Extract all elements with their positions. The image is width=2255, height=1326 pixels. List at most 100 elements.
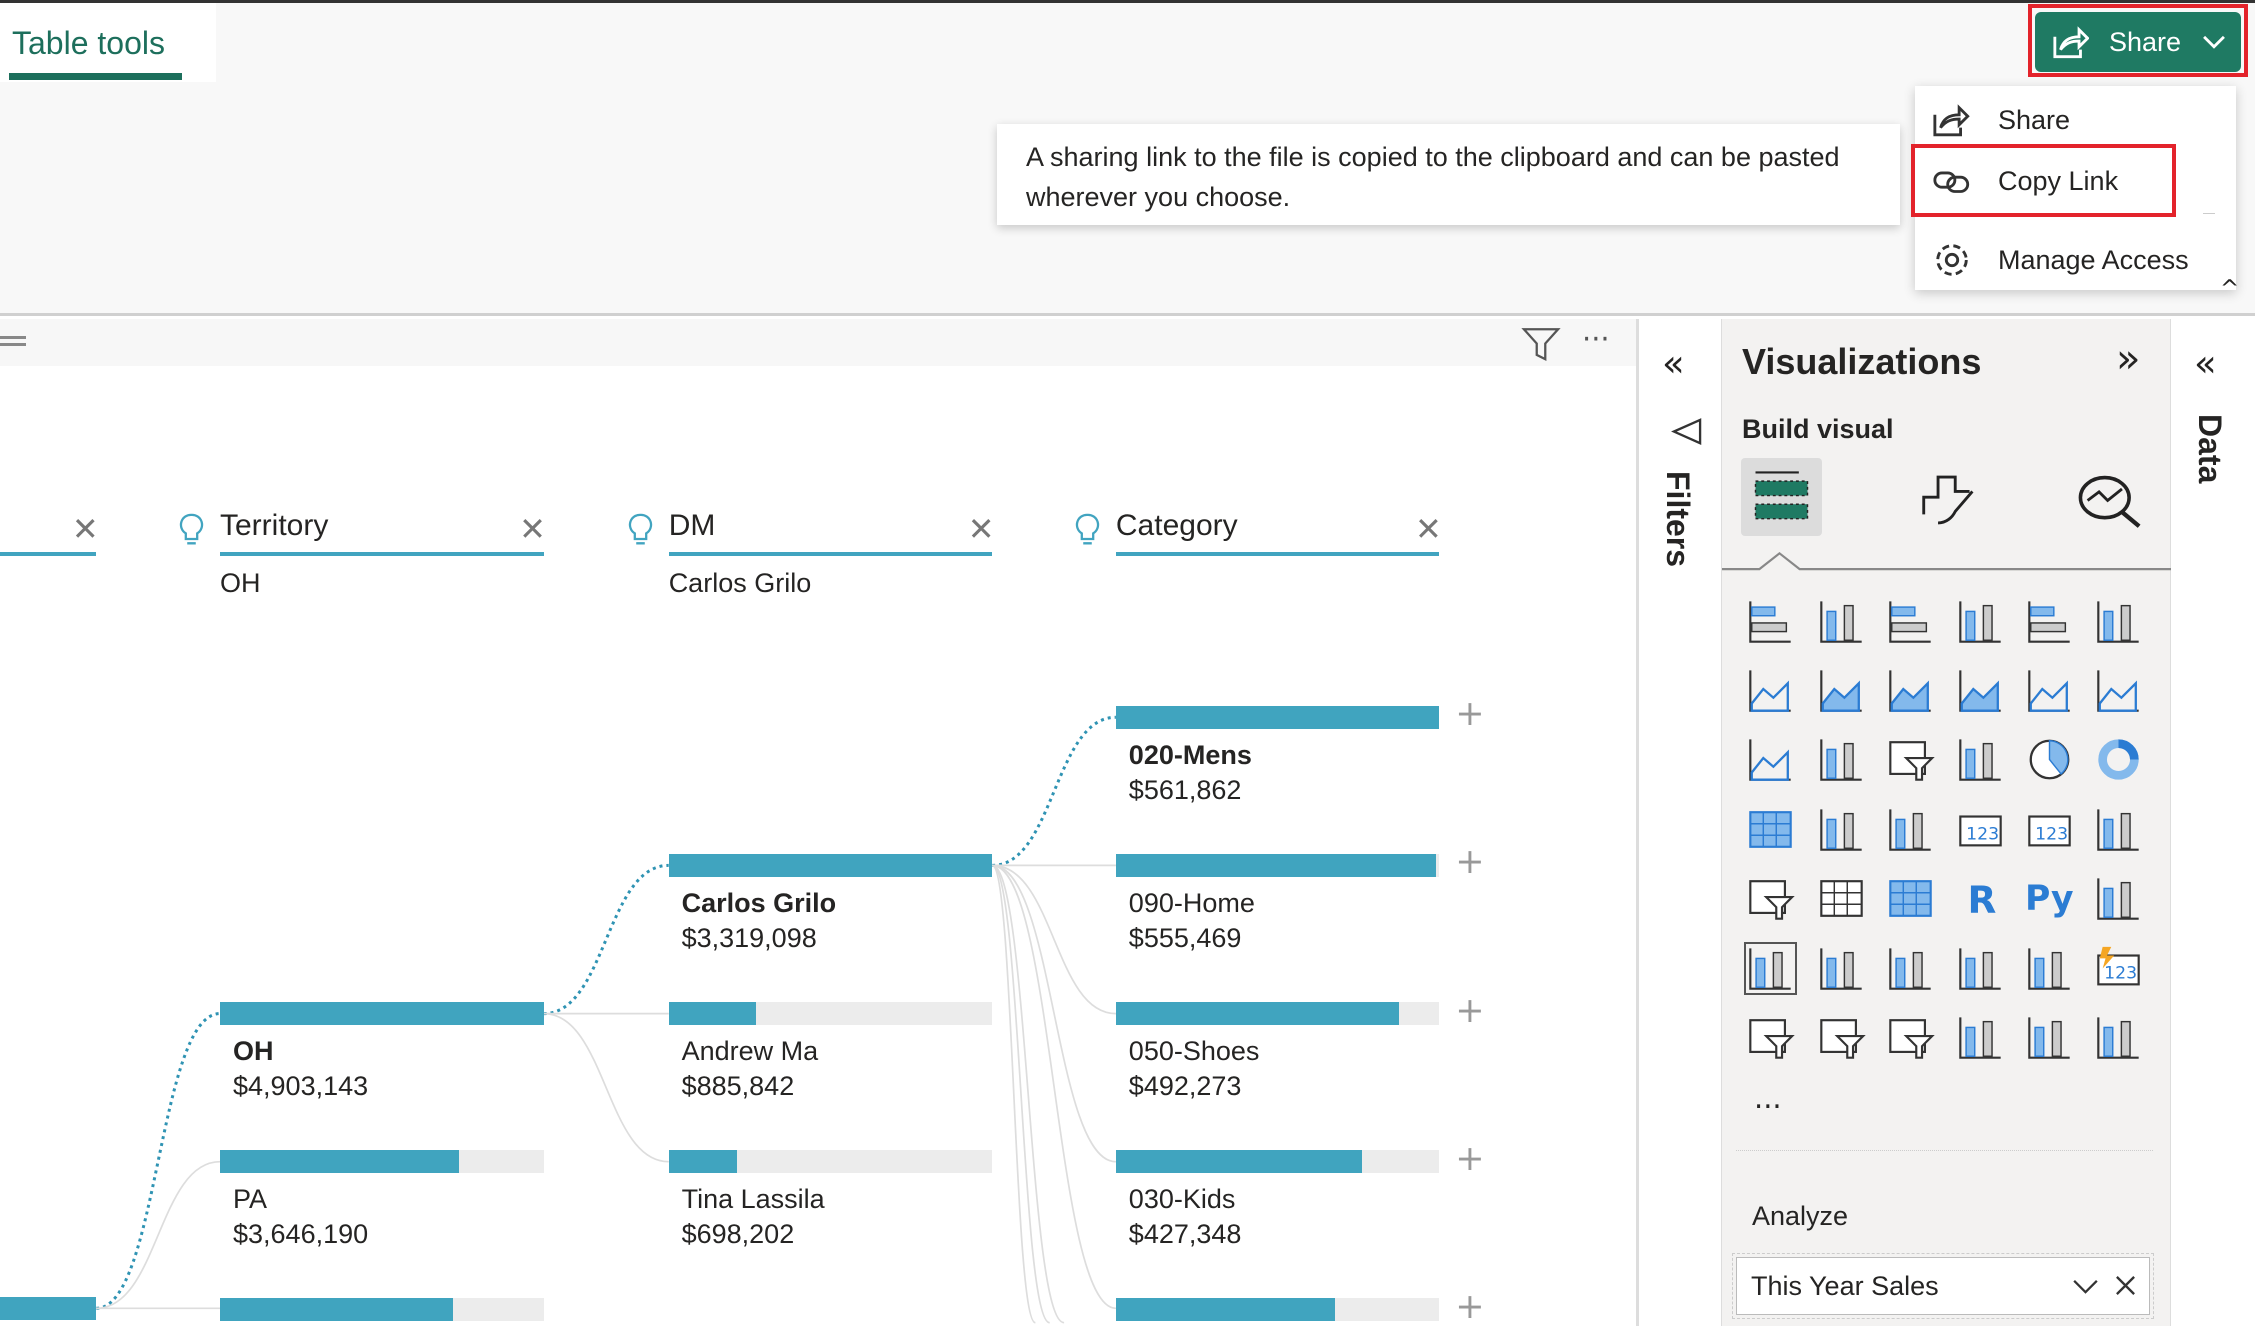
node-label: Carlos Grilo $3,319,098 xyxy=(682,886,837,956)
filter-icon[interactable] xyxy=(1521,325,1561,362)
analytics-icon[interactable] xyxy=(2076,469,2145,532)
metrics-icon[interactable] xyxy=(1956,944,2005,993)
node-label: 020-Mens $561,862 xyxy=(1129,738,1252,808)
link-icon xyxy=(1933,171,1970,193)
100-stacked-column-chart-icon[interactable] xyxy=(2094,597,2143,646)
lightbulb-icon[interactable] xyxy=(626,512,655,549)
smart-narrative-icon[interactable] xyxy=(1886,944,1935,993)
menu-item-copy-link[interactable]: Copy Link xyxy=(1932,164,2118,199)
kpi-icon[interactable] xyxy=(2094,805,2143,854)
power-apps-icon[interactable] xyxy=(2025,1013,2074,1062)
bar-territory[interactable] xyxy=(220,1298,544,1322)
chevron-down-icon[interactable] xyxy=(2071,1278,2100,1295)
card-new-icon[interactable]: 123 xyxy=(2094,944,2143,993)
lightbulb-icon[interactable] xyxy=(177,512,206,549)
bar-dm[interactable] xyxy=(668,1002,993,1025)
stacked-bar-chart-icon[interactable] xyxy=(1746,597,1795,646)
node-label: 050-Shoes $492,273 xyxy=(1129,1034,1260,1104)
clustered-column-chart-icon[interactable] xyxy=(1956,597,2005,646)
decomposition-tree-icon[interactable] xyxy=(1744,941,1798,995)
map-azure-icon[interactable] xyxy=(1817,805,1866,854)
treemap-icon[interactable] xyxy=(1746,805,1795,854)
bar-territory[interactable] xyxy=(220,1002,544,1025)
table-icon[interactable] xyxy=(1817,874,1866,923)
close-icon[interactable] xyxy=(2114,1274,2137,1297)
svg-text:R: R xyxy=(1968,878,1997,922)
bar-territory[interactable] xyxy=(220,1150,544,1174)
close-icon[interactable]: ✕ xyxy=(519,510,546,549)
connector xyxy=(992,864,1116,1163)
expand-plus-icon[interactable]: + xyxy=(1455,1138,1485,1179)
paginated-report-icon[interactable] xyxy=(2025,944,2074,993)
clustered-bar-chart-icon[interactable] xyxy=(1886,597,1935,646)
line-chart-icon[interactable] xyxy=(1746,666,1795,715)
more-visuals-button[interactable]: ... xyxy=(1754,1081,1782,1115)
bar-fill xyxy=(668,1002,757,1025)
format-visual-icon[interactable] xyxy=(1918,471,1981,529)
100-stacked-bar-chart-icon[interactable] xyxy=(2025,597,2074,646)
bar-category[interactable] xyxy=(1115,1150,1440,1174)
build-visual-tab[interactable] xyxy=(1741,458,1822,536)
expand-plus-icon[interactable]: + xyxy=(1455,842,1485,883)
scatter-chart-icon[interactable] xyxy=(1956,735,2005,784)
pie-chart-icon[interactable] xyxy=(2025,735,2074,784)
bar-category[interactable] xyxy=(1115,705,1440,729)
tab-table-tools[interactable]: Table tools xyxy=(0,3,216,82)
chevron-up-icon[interactable]: ^ xyxy=(2220,276,2240,302)
close-icon[interactable]: ✕ xyxy=(71,510,99,549)
share-icon xyxy=(2053,25,2089,58)
bar-dm[interactable] xyxy=(668,1150,993,1174)
gauge-icon[interactable] xyxy=(1886,805,1935,854)
expand-icon[interactable]: » xyxy=(2116,336,2141,382)
bar[interactable] xyxy=(0,1296,97,1320)
menu-item-manage-access[interactable]: Manage Access xyxy=(1932,240,2189,280)
expand-plus-icon[interactable]: + xyxy=(1455,1286,1485,1326)
data-label[interactable]: Data xyxy=(2192,414,2228,484)
collapse-icon[interactable]: « xyxy=(1662,342,1685,385)
bar-category[interactable] xyxy=(1115,853,1440,877)
area-chart-icon[interactable] xyxy=(1817,666,1866,715)
close-icon[interactable]: ✕ xyxy=(1415,510,1442,549)
ribbon-chart-icon[interactable] xyxy=(1746,735,1795,784)
share-label: Share xyxy=(2109,26,2182,57)
power-automate-icon[interactable] xyxy=(2094,1013,2143,1062)
collapse-icon[interactable]: « xyxy=(2194,342,2217,385)
line-and-stacked-column-chart-icon[interactable] xyxy=(2025,666,2074,715)
qa-visual-icon[interactable] xyxy=(1817,944,1866,993)
analyze-field-well[interactable]: This Year Sales xyxy=(1732,1253,2154,1319)
drag-handle-icon[interactable] xyxy=(0,336,26,339)
expand-plus-icon[interactable]: + xyxy=(1455,694,1485,735)
line-and-clustered-column-chart-icon[interactable] xyxy=(2094,666,2143,715)
waterfall-chart-icon[interactable] xyxy=(1817,735,1866,784)
bar-category[interactable] xyxy=(1115,1298,1440,1322)
list-slicer-icon[interactable] xyxy=(1886,1013,1935,1062)
donut-chart-icon[interactable] xyxy=(2094,735,2143,784)
arcgis-map-icon[interactable] xyxy=(1956,1013,2005,1062)
python-visual-icon[interactable]: Py xyxy=(2025,874,2074,923)
matrix-icon[interactable] xyxy=(1886,874,1935,923)
multi-row-card-icon[interactable]: 123 xyxy=(2025,805,2074,854)
highlight-box xyxy=(1911,144,2176,217)
card-icon[interactable]: 123 xyxy=(1956,805,2005,854)
stacked-area-chart-icon[interactable] xyxy=(1886,666,1935,715)
r-visual-icon[interactable]: R xyxy=(1956,874,2005,923)
node-label: 090-Home $555,469 xyxy=(1129,886,1255,956)
menu-item-share[interactable]: Share xyxy=(1932,103,2070,138)
slicer-icon[interactable] xyxy=(1746,874,1796,923)
more-options-icon[interactable]: ··· xyxy=(1582,322,1610,356)
share-button[interactable]: Share xyxy=(2035,12,2241,72)
button-slicer-icon[interactable] xyxy=(1817,1013,1866,1062)
funnel-chart-icon[interactable] xyxy=(1886,735,1935,784)
node-value: $492,273 xyxy=(1128,1070,1242,1101)
bar-dm[interactable] xyxy=(668,853,993,877)
lightbulb-icon[interactable] xyxy=(1073,512,1102,549)
slicer-new-icon[interactable] xyxy=(1746,1013,1796,1062)
expand-plus-icon[interactable]: + xyxy=(1455,990,1485,1031)
node-name: 050-Shoes xyxy=(1128,1035,1260,1066)
close-icon[interactable]: ✕ xyxy=(967,510,995,549)
filters-label[interactable]: Filters xyxy=(1660,471,1696,568)
stacked-column-chart-icon[interactable] xyxy=(1817,597,1866,646)
100-stacked-area-chart-icon[interactable] xyxy=(1956,666,2005,715)
bar-category[interactable] xyxy=(1115,1002,1440,1025)
key-influencers-icon[interactable] xyxy=(2094,874,2143,923)
